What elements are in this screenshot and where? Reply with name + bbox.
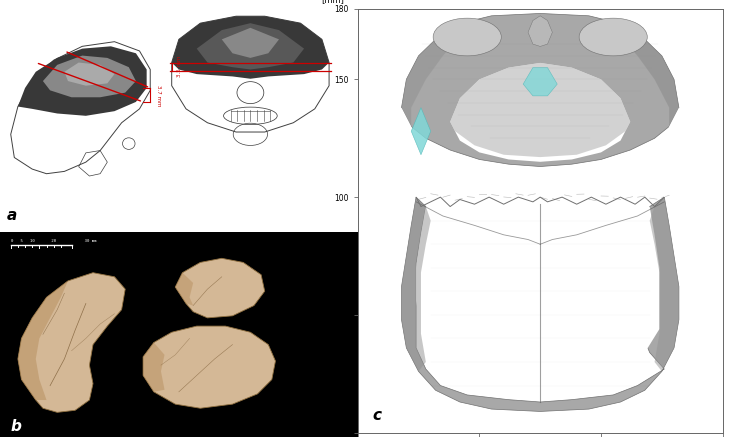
Polygon shape xyxy=(402,23,462,138)
Polygon shape xyxy=(18,273,126,413)
Polygon shape xyxy=(450,63,630,162)
Text: 3.7 mm: 3.7 mm xyxy=(155,85,161,107)
Polygon shape xyxy=(402,14,679,166)
Polygon shape xyxy=(175,258,265,318)
Polygon shape xyxy=(18,281,68,400)
Polygon shape xyxy=(222,28,279,58)
Text: 3.5 mm: 3.5 mm xyxy=(177,56,182,77)
Polygon shape xyxy=(650,197,679,371)
Text: a: a xyxy=(7,208,18,223)
Polygon shape xyxy=(450,63,630,157)
Polygon shape xyxy=(197,23,304,69)
Polygon shape xyxy=(416,207,659,395)
Polygon shape xyxy=(402,197,679,412)
Polygon shape xyxy=(528,16,553,46)
Text: b: b xyxy=(11,419,22,434)
Polygon shape xyxy=(411,108,431,155)
Polygon shape xyxy=(143,326,275,408)
Polygon shape xyxy=(175,273,193,305)
Polygon shape xyxy=(172,16,329,79)
Polygon shape xyxy=(523,68,557,96)
Polygon shape xyxy=(143,343,164,392)
Polygon shape xyxy=(618,23,679,138)
Text: c: c xyxy=(372,408,381,423)
Text: [mm]: [mm] xyxy=(321,0,344,4)
Polygon shape xyxy=(18,46,147,116)
Polygon shape xyxy=(655,108,684,197)
Polygon shape xyxy=(64,62,115,86)
Polygon shape xyxy=(402,197,431,371)
Polygon shape xyxy=(396,108,426,197)
Ellipse shape xyxy=(433,18,502,56)
Ellipse shape xyxy=(579,18,648,56)
Text: 0   5   10       20            30 mm: 0 5 10 20 30 mm xyxy=(11,239,96,243)
Polygon shape xyxy=(43,55,136,97)
